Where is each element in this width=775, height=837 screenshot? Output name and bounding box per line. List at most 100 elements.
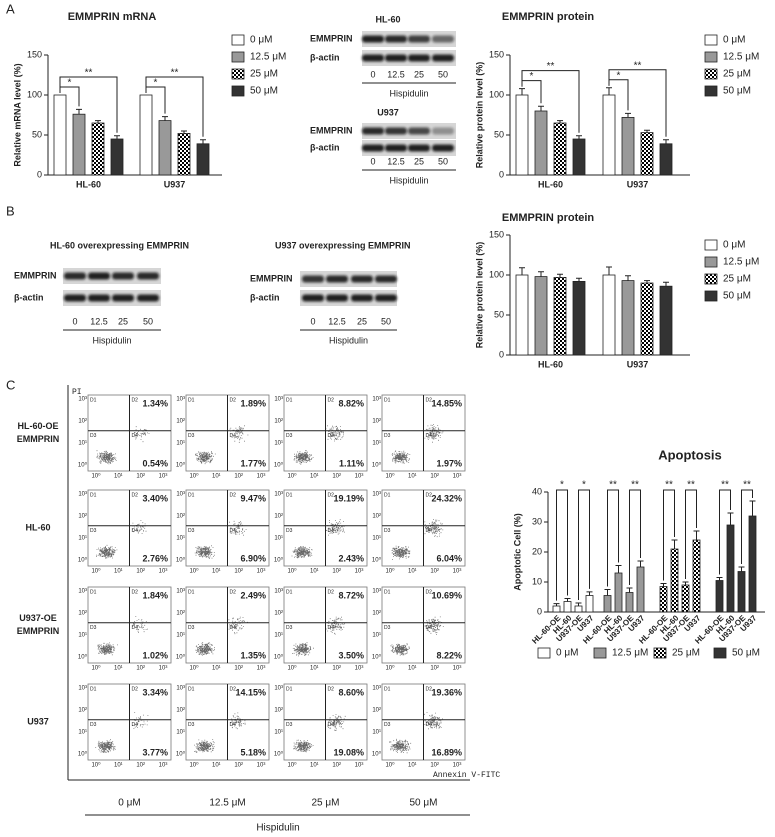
x-tick-label: 10³	[453, 569, 462, 575]
x-tick-label: 10¹	[408, 474, 417, 480]
quadrant-percent: 1.35%	[240, 650, 266, 660]
quadrant-label: D1	[188, 492, 195, 498]
x-tick-label: 10²	[332, 569, 341, 575]
quadrant-label: D1	[384, 397, 391, 403]
quadrant-label: D4	[132, 528, 139, 534]
legend-label: 50 μM	[250, 86, 278, 97]
lane-label: 0	[370, 156, 375, 166]
quadrant-label: D4	[426, 433, 433, 439]
quadrant-percent: 16.89%	[431, 747, 462, 757]
y-tick-label: 10³	[176, 589, 185, 595]
error-bar	[626, 587, 633, 593]
quadrant-percent: 5.18%	[240, 747, 266, 757]
quadrant-percent: 3.77%	[142, 747, 168, 757]
significance-label: **	[665, 480, 673, 491]
blot-band	[408, 127, 430, 135]
quadrant-label: D3	[188, 433, 195, 439]
bar	[659, 143, 673, 176]
bar	[110, 138, 124, 176]
quadrant-percent: 2.49%	[240, 590, 266, 600]
x-tick-label: 10⁰	[91, 568, 101, 575]
blot-band	[385, 54, 407, 62]
y-tick-label: 10³	[78, 589, 87, 595]
bar	[515, 94, 529, 176]
y-axis-title: Relative protein level (%)	[474, 62, 484, 169]
y-tick-label: 10³	[372, 492, 381, 498]
bar	[737, 571, 746, 613]
quadrant-label: D2	[426, 589, 433, 595]
blot-band	[112, 294, 134, 302]
bar	[681, 584, 690, 613]
error-bar	[553, 603, 560, 606]
y-tick-label: 10⁰	[274, 462, 284, 469]
significance-label: **	[631, 480, 639, 491]
lane-label: 50	[381, 316, 391, 326]
error-bar	[671, 539, 678, 549]
quadrant-percent: 6.04%	[436, 553, 462, 563]
quadrant-label: D2	[328, 686, 335, 692]
blot-band	[375, 275, 397, 283]
y-tick-label: 10²	[176, 611, 185, 617]
y-tick-label: 10⁰	[78, 654, 88, 661]
y-axis-title: PI	[72, 388, 82, 397]
quadrant-label: D4	[328, 722, 335, 728]
x-tick-label: 10¹	[114, 569, 123, 575]
x-tick-label: 10²	[332, 763, 341, 769]
blot-band	[351, 275, 373, 283]
bar	[748, 515, 757, 613]
quadrant-percent: 14.85%	[431, 398, 462, 408]
quadrant-percent: 9.47%	[240, 493, 266, 503]
blot-title: HL-60 overexpressing EMMPRIN	[50, 240, 189, 250]
legend-swatch	[704, 273, 718, 285]
significance-label: **	[609, 480, 617, 491]
y-tick-label: 10³	[372, 589, 381, 595]
flow-dots	[389, 712, 443, 754]
blot-band	[302, 294, 324, 302]
bar	[72, 113, 86, 176]
x-tick-label: 10⁰	[385, 762, 395, 769]
y-tick-label: 150	[489, 49, 504, 59]
x-tick-label: 10¹	[408, 569, 417, 575]
y-tick-label: 10¹	[372, 633, 381, 639]
quadrant-percent: 0.54%	[142, 458, 168, 468]
y-tick-label: 10²	[78, 419, 87, 425]
bar	[158, 120, 172, 176]
bar	[602, 274, 616, 356]
bar	[563, 601, 572, 613]
quadrant-label: D1	[90, 589, 97, 595]
blot-band	[408, 54, 430, 62]
y-tick-label: 10⁰	[372, 751, 382, 758]
y-tick-label: 10⁰	[176, 557, 186, 564]
y-tick-label: 50	[494, 129, 504, 139]
flow-dots	[96, 426, 150, 465]
legend-label: 50 μM	[723, 291, 751, 302]
x-tick-label: 10⁰	[189, 762, 199, 769]
legend-label: 25 μM	[723, 69, 751, 80]
y-tick-label: 10²	[372, 611, 381, 617]
error-bar	[693, 530, 700, 540]
y-tick-label: 10¹	[274, 441, 283, 447]
x-tick-label: 10²	[430, 474, 439, 480]
x-tick-label: 10³	[453, 666, 462, 672]
x-tick-label: U937	[627, 359, 649, 369]
y-tick-label: 10²	[176, 708, 185, 714]
error-bar	[538, 105, 544, 111]
bar	[177, 132, 191, 176]
quadrant-percent: 10.69%	[431, 590, 462, 600]
y-tick-label: 10¹	[78, 730, 87, 736]
x-tick-label: 10¹	[310, 666, 319, 672]
blot-band	[385, 127, 407, 135]
legend-swatch	[704, 51, 718, 63]
bar	[572, 138, 586, 176]
legend-label: 0 μM	[250, 35, 272, 46]
error-bar	[604, 589, 611, 596]
quadrant-percent: 3.34%	[142, 687, 168, 697]
quadrant-label: D2	[328, 397, 335, 403]
blot-band	[88, 272, 110, 280]
panel-label: B	[6, 203, 15, 218]
flow-dots	[195, 616, 248, 656]
quadrant-percent: 1.84%	[142, 590, 168, 600]
flow-dots	[293, 425, 344, 465]
significance-bracket	[59, 76, 118, 133]
